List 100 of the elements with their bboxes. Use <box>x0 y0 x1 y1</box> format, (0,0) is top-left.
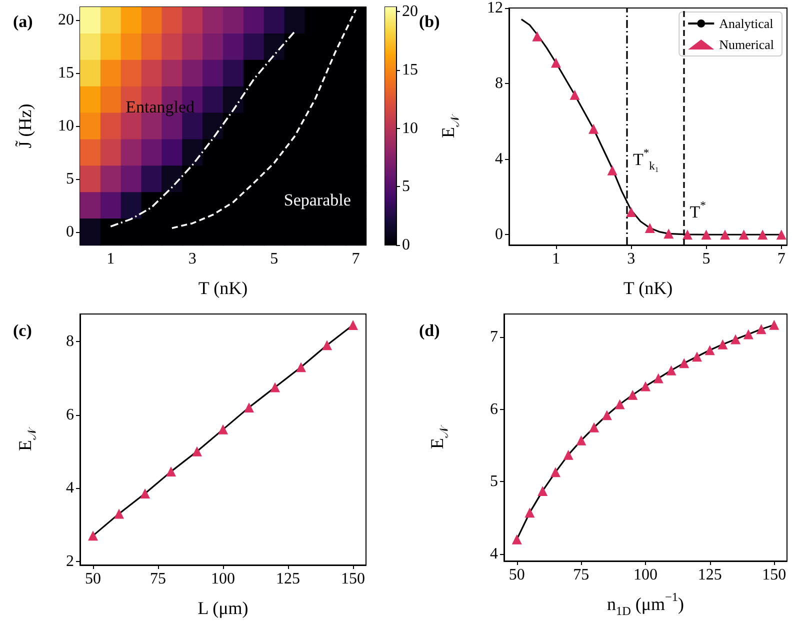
chart-title: (d) <box>419 321 440 340</box>
point <box>140 488 150 499</box>
x-tick-label: 75 <box>573 566 590 584</box>
point <box>628 390 638 400</box>
y-tick-label: 12 <box>487 0 503 16</box>
point <box>166 466 176 477</box>
x-tick-label: 150 <box>341 570 365 588</box>
point <box>524 508 535 518</box>
point <box>589 422 600 432</box>
point <box>666 365 676 376</box>
point <box>640 381 650 392</box>
point <box>776 230 786 240</box>
y-tick-label: 0 <box>66 223 74 240</box>
point <box>114 508 124 519</box>
point <box>769 320 780 330</box>
point <box>88 530 98 541</box>
point <box>512 534 522 544</box>
point <box>244 402 254 412</box>
point <box>679 358 690 368</box>
point <box>322 340 332 350</box>
point <box>644 223 655 234</box>
point <box>682 230 692 240</box>
x-tick-label: 7 <box>352 250 360 268</box>
y-tick-label: 8 <box>66 332 74 350</box>
y-tick-label: 7 <box>490 328 498 346</box>
y-tick-label: 2 <box>66 552 74 570</box>
point <box>563 450 574 460</box>
x-tick-label: 125 <box>276 570 300 588</box>
point <box>626 206 636 217</box>
chart-title: (a) <box>13 12 33 31</box>
x-tick-label: 50 <box>508 566 525 584</box>
point <box>550 58 561 68</box>
y-tick-label: 20 <box>58 12 74 29</box>
point <box>218 424 228 434</box>
y-tick-label: 10 <box>58 118 74 134</box>
x-tick-label: 5 <box>270 250 278 268</box>
point <box>270 382 280 392</box>
x-tick-label: 75 <box>150 570 166 588</box>
y-axis-title: E𝒩 <box>427 424 451 449</box>
point <box>602 410 612 420</box>
point <box>614 399 625 410</box>
annotation: Separable <box>284 190 351 210</box>
y-axis-title: E𝒩 <box>15 426 39 451</box>
point <box>607 165 618 176</box>
color-bar-label: 10 <box>402 120 418 137</box>
color-bar-label: 0 <box>402 236 410 254</box>
y-tick-label: 8 <box>495 75 503 92</box>
x-tick-label: 1 <box>106 250 115 268</box>
point <box>532 31 542 42</box>
x-tick-label: 100 <box>211 570 235 588</box>
point <box>550 467 560 478</box>
point <box>738 230 749 240</box>
point <box>743 329 754 340</box>
chart-title: (b) <box>419 12 440 31</box>
point <box>538 486 548 496</box>
point <box>192 446 202 456</box>
x-tick-label: 1 <box>552 250 560 268</box>
y-tick-label: 6 <box>66 406 74 424</box>
y-tick-label: 4 <box>490 545 498 562</box>
y-axis-title: J̃ (Hz) <box>14 104 35 148</box>
x-tick-label: 50 <box>85 570 101 588</box>
point <box>576 435 586 446</box>
point <box>701 230 712 240</box>
point <box>758 230 768 240</box>
ref-line-label: T*k₁ <box>632 146 659 173</box>
x-tick-label: 3 <box>627 250 636 268</box>
point <box>570 90 580 100</box>
x-tick-label: 125 <box>698 566 722 584</box>
x-axis-title: L (μm) <box>198 598 248 618</box>
y-tick-label: 0 <box>495 226 503 244</box>
point <box>296 362 306 372</box>
color-bar-label: 15 <box>402 62 418 78</box>
point <box>653 373 664 384</box>
x-tick-label: 100 <box>634 566 658 584</box>
point <box>664 228 674 239</box>
annotation: Entangled <box>126 97 196 116</box>
point <box>730 334 741 344</box>
point <box>756 324 766 334</box>
x-tick-label: 150 <box>762 566 786 584</box>
color-bar-label: 20 <box>402 3 418 20</box>
point <box>692 352 702 362</box>
y-tick-label: 4 <box>495 150 503 168</box>
y-tick-label: 15 <box>58 64 74 82</box>
ref-line-label: T* <box>690 198 706 222</box>
x-tick-label: 5 <box>702 250 710 268</box>
y-axis-title: E𝒩 <box>438 113 462 138</box>
color-bar-label: 5 <box>402 178 410 196</box>
y-tick-label: 5 <box>66 170 74 188</box>
point <box>720 230 730 240</box>
x-axis-title: T (nK) <box>623 278 673 298</box>
chart-title: (c) <box>13 321 32 340</box>
point <box>718 339 728 350</box>
y-tick-label: 6 <box>490 400 498 418</box>
legend-label: Analytical <box>719 16 774 31</box>
x-tick-label: 3 <box>188 250 196 268</box>
y-tick-label: 5 <box>490 473 498 490</box>
point <box>348 320 358 330</box>
x-axis-title: T (nK) <box>198 278 248 298</box>
x-tick-label: 7 <box>777 250 786 268</box>
y-tick-label: 4 <box>66 480 74 497</box>
